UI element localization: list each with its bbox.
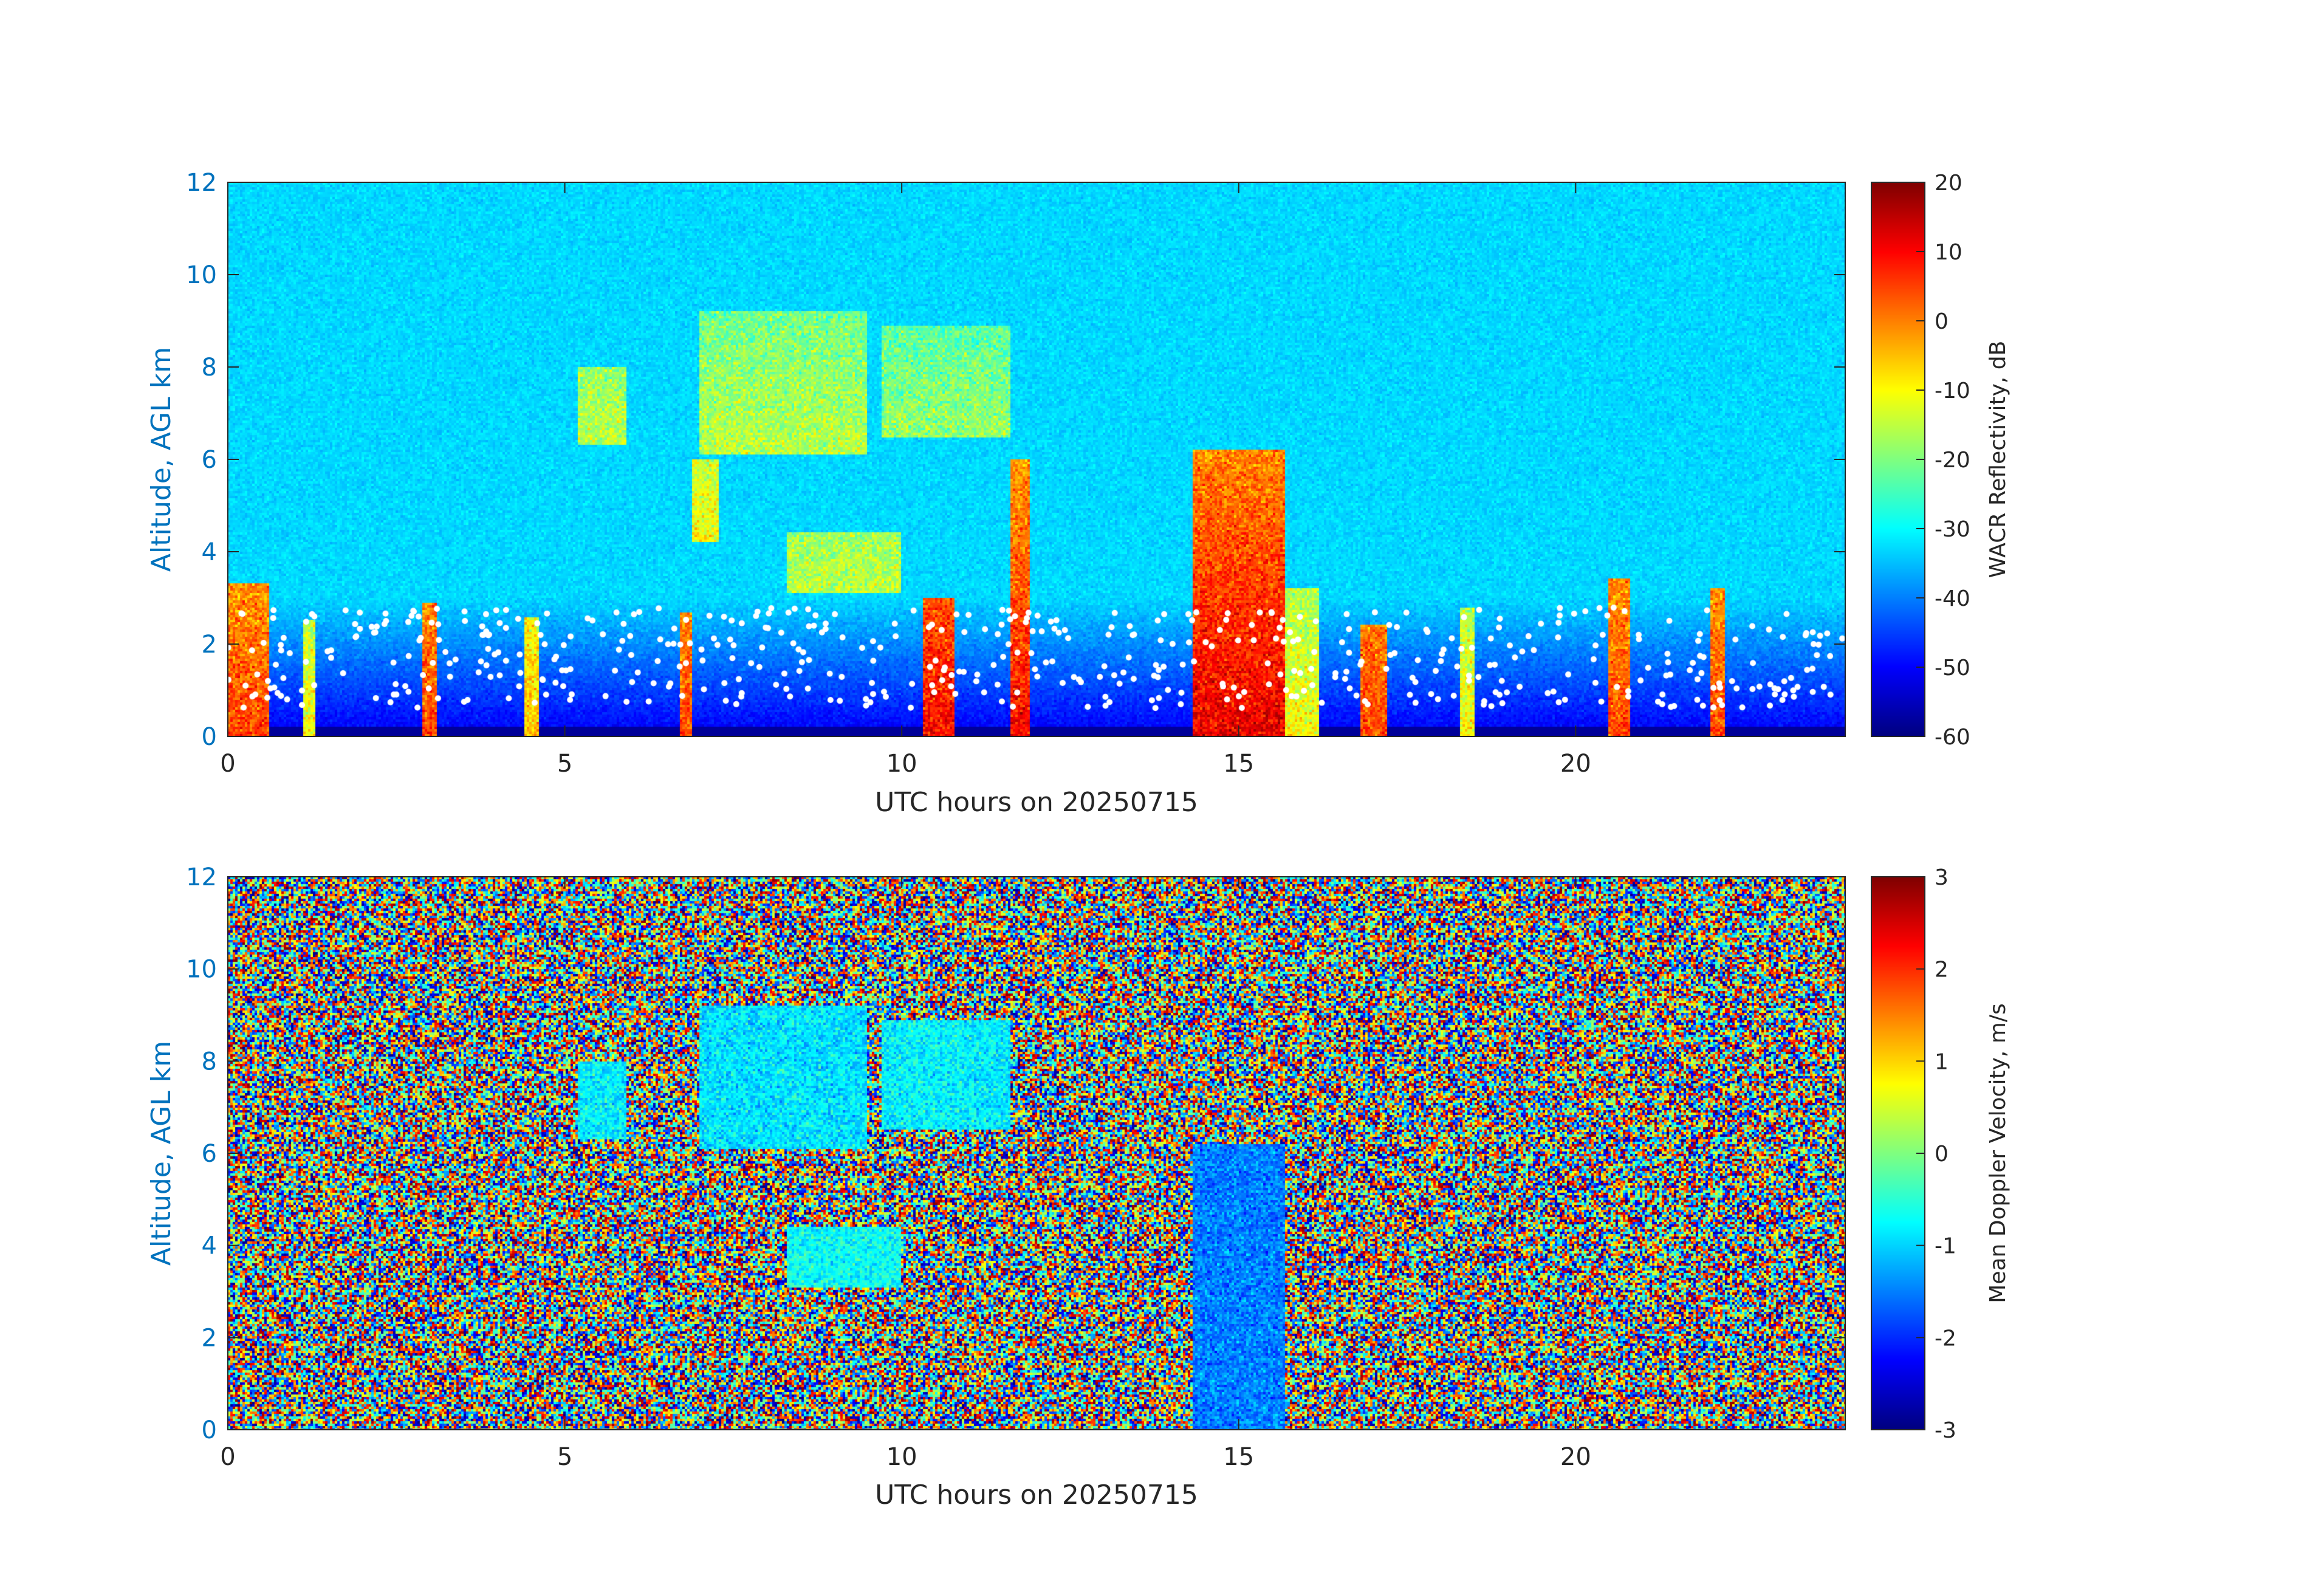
x-tick-label: 15	[1223, 750, 1254, 778]
colorbar-tick-label: 20	[1935, 171, 1962, 196]
y-tick-label: 12	[186, 169, 217, 197]
y-tick-label: 2	[202, 1324, 217, 1352]
colorbar-tick-label: -30	[1935, 517, 1970, 542]
colorbar-tick-label: -2	[1935, 1326, 1956, 1351]
x-tick-label: 10	[886, 1443, 917, 1471]
velocity-colorbar	[1871, 877, 1925, 1430]
y-axis: 0 2 4 6 8 10 12	[186, 863, 1845, 1444]
y-tick-label: 4	[202, 1232, 217, 1260]
y-tick-label: 4	[202, 538, 217, 566]
y-axis: 0 2 4 6 8 10 12	[186, 169, 1845, 751]
y-tick-label: 8	[202, 354, 217, 382]
y-tick-label: 8	[202, 1048, 217, 1075]
y-axis-label: Altitude, AGL km	[146, 1041, 177, 1266]
reflectivity-colorbar	[1871, 182, 1925, 736]
y-tick-label: 6	[202, 446, 217, 474]
y-tick-label: 0	[202, 1416, 217, 1444]
x-tick-label: 10	[886, 750, 917, 778]
y-tick-label: 2	[202, 631, 217, 659]
colorbar-tick-label: -10	[1935, 379, 1970, 403]
colorbar-tick-label: -20	[1935, 448, 1970, 473]
colorbar-tick-label: 2	[1935, 958, 1949, 983]
colorbar-tick-label: 10	[1935, 240, 1962, 265]
y-tick-label: 10	[186, 956, 217, 984]
y-tick-label: 12	[186, 863, 217, 891]
colorbar-ticks: 20 10 0 -10 -20 -30 -40 -50 -60	[1916, 171, 1970, 750]
colorbar-label: WACR Reflectivity, dB	[1986, 341, 2010, 578]
reflectivity-heatmap	[228, 182, 1845, 736]
x-tick-label: 15	[1223, 1443, 1254, 1471]
y-tick-label: 6	[202, 1140, 217, 1168]
reflectivity-panel: 0 5 10 15 20 0 2 4 6 8 10 12 UTC hours on 20250715…	[146, 169, 2010, 818]
x-tick-label: 20	[1560, 1443, 1591, 1471]
colorbar-tick-label: 0	[1935, 309, 1949, 334]
colorbar-label: Mean Doppler Velocity, m/s	[1986, 1003, 2010, 1303]
y-tick-label: 0	[202, 723, 217, 751]
colorbar-tick-label: -40	[1935, 586, 1970, 611]
x-axis-label: UTC hours on 20250715	[875, 787, 1198, 818]
colorbar-tick-label: -1	[1935, 1234, 1956, 1259]
x-tick-label: 5	[557, 750, 572, 778]
colorbar-tick-label: 3	[1935, 865, 1949, 890]
colorbar-tick-label: 1	[1935, 1049, 1949, 1074]
x-axis: 0 5 10 15 20	[220, 182, 1591, 778]
x-tick-label: 5	[557, 1443, 572, 1471]
colorbar-tick-label: -60	[1935, 725, 1970, 750]
velocity-heatmap	[228, 877, 1845, 1430]
colorbar-tick-label: -3	[1935, 1418, 1956, 1443]
x-axis: 0 5 10 15 20	[220, 877, 1591, 1471]
colorbar-tick-label: -50	[1935, 656, 1970, 681]
y-tick-label: 10	[186, 261, 217, 289]
colorbar-ticks: 3 2 1 0 -1 -2 -3	[1916, 865, 1956, 1443]
x-axis-label: UTC hours on 20250715	[875, 1480, 1198, 1511]
y-axis-label: Altitude, AGL km	[146, 347, 177, 572]
x-tick-label: 20	[1560, 750, 1591, 778]
colorbar-tick-label: 0	[1935, 1142, 1949, 1167]
x-tick-label: 0	[220, 1443, 235, 1471]
x-tick-label: 0	[220, 750, 235, 778]
